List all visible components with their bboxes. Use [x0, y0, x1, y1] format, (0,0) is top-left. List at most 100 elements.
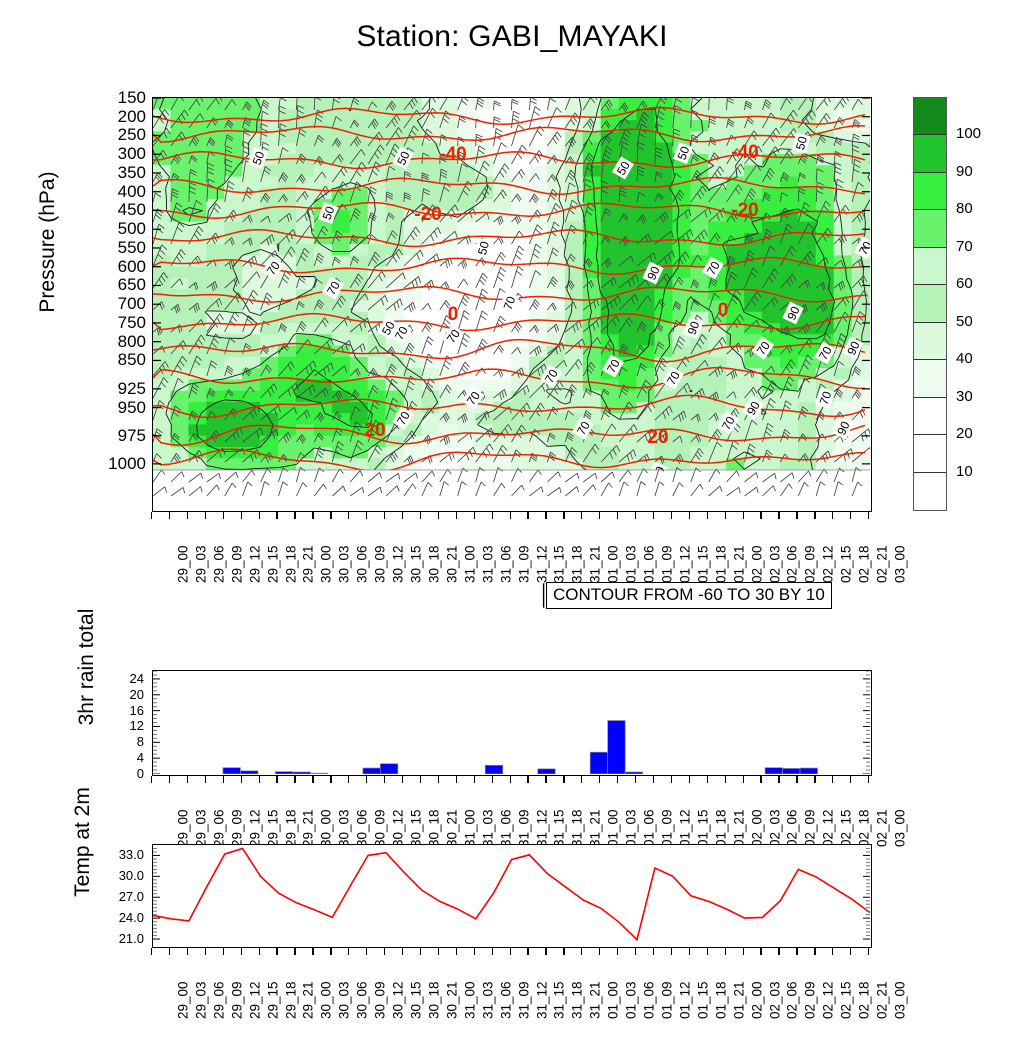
humidity-cell [619, 131, 638, 143]
time-tick: 31_21 [557, 512, 571, 576]
humidity-cell [816, 143, 835, 155]
temperature-line [153, 849, 870, 940]
humidity-cell [762, 98, 781, 110]
time-tick: 29_00 [145, 948, 159, 1012]
humidity-cell [619, 436, 638, 448]
time-tick: 01_15 [665, 948, 679, 1012]
time-tick: 01_00 [575, 948, 589, 1012]
humidity-cell [762, 413, 781, 425]
humidity-cell [493, 379, 512, 391]
humidity-cell [260, 131, 279, 143]
time-tick-mark [330, 776, 331, 783]
time-tick: 01_03 [593, 776, 607, 840]
time-tick-mark [671, 512, 672, 519]
time-tick-mark [832, 776, 833, 783]
humidity-cell [278, 165, 297, 177]
rain-bar [765, 768, 782, 774]
time-tick: 31_00 [432, 512, 446, 576]
time-tick: 01_00 [575, 776, 589, 840]
time-tick: 02_06 [754, 512, 768, 576]
humidity-cell [798, 267, 817, 279]
time-tick: 29_12 [217, 948, 231, 1012]
rain-ytick-label: 16 [130, 704, 144, 717]
time-tick-mark [438, 776, 439, 783]
time-tick: 30_12 [360, 512, 374, 576]
humidity-cell [511, 391, 530, 403]
humidity-cell [690, 458, 709, 470]
humidity-cell [242, 177, 261, 189]
humidity-cell [529, 458, 548, 470]
humidity-cell [421, 188, 440, 200]
time-tick: 29_15 [235, 512, 249, 576]
humidity-cell [762, 109, 781, 121]
time-tick-mark [384, 776, 385, 783]
humidity-cell [224, 436, 243, 448]
humidity-cell [260, 98, 279, 110]
humidity-cell [260, 334, 279, 346]
humidity-cell [798, 289, 817, 301]
time-tick: 31_12 [504, 512, 518, 576]
humidity-cell [314, 301, 333, 313]
time-tick-mark [241, 776, 242, 783]
time-tick: 02_12 [790, 512, 804, 576]
humidity-cell [708, 222, 727, 234]
humidity-cell [296, 346, 315, 358]
colorbar-cell [914, 435, 946, 472]
time-tick-mark [241, 948, 242, 955]
humidity-contour-line [762, 414, 763, 415]
humidity-cell [637, 188, 656, 200]
time-tick: 30_00 [288, 948, 302, 1012]
time-tick-mark [420, 512, 421, 519]
humidity-cell [852, 312, 870, 324]
time-tick-mark [294, 512, 295, 519]
humidity-cell [404, 120, 423, 132]
time-tick-label: 02_21 [875, 982, 890, 1044]
humidity-cell [529, 289, 548, 301]
humidity-cell [153, 199, 171, 211]
time-tick-mark [151, 776, 152, 783]
humidity-cell [529, 312, 548, 324]
humidity-cell [690, 244, 709, 256]
temp-ytick-label: 21.0 [119, 932, 144, 945]
time-tick-mark [850, 776, 851, 783]
temp-canvas [153, 845, 870, 946]
xsection-ytick-label: 200 [118, 108, 146, 125]
time-tick-mark [169, 512, 170, 519]
humidity-contour-line [657, 121, 658, 132]
humidity-cell [583, 368, 602, 380]
humidity-cell [260, 177, 279, 189]
humidity-cell [637, 368, 656, 380]
humidity-cell [619, 334, 638, 346]
humidity-cell [619, 210, 638, 222]
humidity-cell [350, 391, 369, 403]
time-tick-mark [151, 948, 152, 955]
time-tick-mark [366, 512, 367, 519]
time-tick-mark [420, 776, 421, 783]
xsection-ytick-label: 700 [118, 295, 146, 312]
time-tick-mark [707, 512, 708, 519]
time-tick: 29_09 [199, 776, 213, 840]
humidity-cell [188, 98, 207, 110]
humidity-cell [242, 436, 261, 448]
time-tick-mark [796, 776, 797, 783]
colorbar-tick-label: 80 [956, 200, 973, 217]
time-tick: 30_09 [342, 948, 356, 1012]
time-tick: 02_09 [772, 512, 786, 576]
time-tick: 02_09 [772, 776, 786, 840]
isotherm-label: -40 [731, 142, 758, 163]
time-tick-mark [814, 776, 815, 783]
temp-plot [152, 844, 872, 948]
humidity-cell [171, 312, 190, 324]
isotherm-label: 0 [718, 300, 729, 321]
time-tick: 29_12 [217, 776, 231, 840]
humidity-cell [314, 425, 333, 437]
colorbar-tick-label: 40 [956, 350, 973, 367]
temp-ytick-label: 24.0 [119, 911, 144, 924]
humidity-cell [637, 323, 656, 335]
isotherm-label: -40 [439, 144, 466, 165]
humidity-cell [350, 120, 369, 132]
humidity-cell [565, 301, 584, 313]
humidity-cell [852, 436, 870, 448]
